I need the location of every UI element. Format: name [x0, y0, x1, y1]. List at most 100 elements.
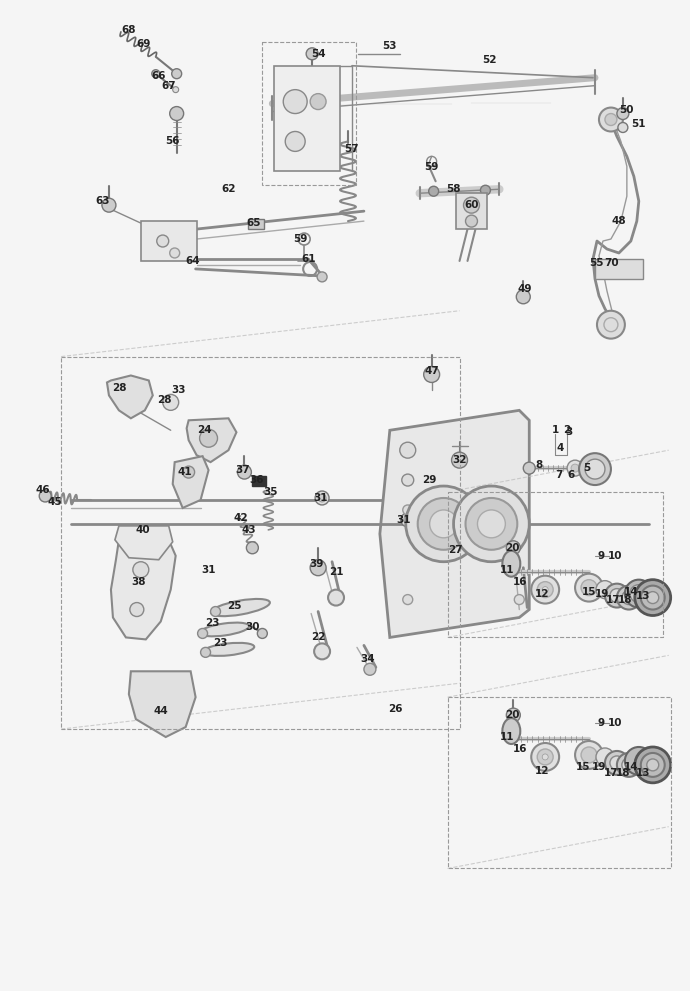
Text: 69: 69 [137, 39, 151, 49]
Circle shape [571, 464, 579, 472]
Circle shape [451, 452, 468, 468]
Circle shape [424, 367, 440, 383]
Text: 4: 4 [556, 443, 564, 453]
Text: 65: 65 [246, 218, 261, 228]
Text: 18: 18 [615, 768, 630, 778]
Circle shape [285, 132, 305, 152]
Circle shape [163, 394, 179, 410]
Circle shape [625, 747, 653, 775]
Text: 23: 23 [206, 618, 220, 628]
Circle shape [199, 429, 217, 447]
Text: 58: 58 [446, 184, 461, 194]
Text: 38: 38 [132, 577, 146, 587]
Text: 62: 62 [221, 184, 236, 194]
Text: 11: 11 [500, 732, 515, 742]
Circle shape [630, 585, 648, 603]
Circle shape [641, 586, 664, 609]
Text: 37: 37 [235, 465, 250, 475]
Circle shape [404, 516, 412, 524]
Circle shape [39, 490, 51, 502]
Circle shape [237, 465, 251, 479]
Circle shape [579, 453, 611, 485]
Circle shape [516, 289, 530, 304]
Circle shape [428, 186, 439, 196]
Text: 22: 22 [311, 632, 326, 642]
Circle shape [596, 748, 614, 766]
Text: 13: 13 [635, 591, 650, 601]
Circle shape [581, 580, 597, 596]
Text: 17: 17 [606, 595, 620, 605]
Text: 59: 59 [293, 234, 307, 244]
Ellipse shape [502, 718, 520, 744]
Text: 31: 31 [313, 493, 327, 503]
Text: 7: 7 [555, 470, 563, 480]
Text: 9: 9 [598, 551, 604, 561]
Polygon shape [380, 410, 529, 637]
Text: 42: 42 [233, 513, 248, 523]
Text: 47: 47 [424, 366, 439, 376]
Text: 10: 10 [608, 718, 622, 728]
Text: 21: 21 [329, 567, 344, 577]
Text: 13: 13 [635, 768, 650, 778]
Circle shape [430, 510, 457, 538]
Circle shape [641, 753, 664, 777]
Text: 27: 27 [448, 545, 463, 555]
Circle shape [531, 743, 559, 771]
Polygon shape [129, 671, 195, 737]
Circle shape [599, 108, 623, 132]
Text: 55: 55 [589, 258, 603, 268]
Circle shape [102, 198, 116, 212]
Circle shape [183, 466, 195, 478]
Circle shape [400, 442, 415, 458]
Circle shape [172, 86, 179, 92]
Text: 30: 30 [245, 622, 259, 632]
Text: 40: 40 [135, 525, 150, 535]
Circle shape [306, 48, 318, 59]
Circle shape [246, 542, 258, 554]
Circle shape [464, 197, 480, 213]
Polygon shape [455, 193, 487, 229]
Circle shape [647, 592, 659, 604]
Circle shape [314, 564, 322, 572]
Polygon shape [111, 540, 176, 639]
Circle shape [597, 311, 625, 339]
Text: 35: 35 [263, 487, 277, 497]
Text: 10: 10 [608, 551, 622, 561]
Text: 61: 61 [301, 254, 315, 264]
Text: 57: 57 [345, 145, 359, 155]
Circle shape [417, 498, 469, 550]
Circle shape [133, 562, 149, 578]
Circle shape [466, 215, 477, 227]
Text: 16: 16 [513, 577, 528, 587]
Text: 1: 1 [551, 425, 559, 435]
Circle shape [622, 591, 635, 605]
Text: 24: 24 [197, 425, 212, 435]
Text: 60: 60 [464, 200, 479, 210]
Polygon shape [275, 65, 340, 171]
Circle shape [201, 647, 210, 657]
Ellipse shape [211, 599, 270, 616]
Text: 29: 29 [422, 475, 437, 485]
Text: 19: 19 [595, 589, 609, 599]
Circle shape [581, 747, 597, 763]
Circle shape [257, 628, 267, 638]
Text: 6: 6 [567, 470, 575, 480]
Circle shape [605, 114, 617, 126]
Circle shape [310, 93, 326, 110]
Text: 16: 16 [513, 744, 528, 754]
Circle shape [310, 560, 326, 576]
Polygon shape [172, 456, 208, 508]
Circle shape [605, 751, 629, 775]
Circle shape [314, 643, 330, 659]
Bar [448, 698, 671, 868]
Text: 14: 14 [624, 762, 638, 772]
Text: 51: 51 [631, 119, 646, 129]
Circle shape [210, 606, 221, 616]
Text: 28: 28 [112, 384, 126, 393]
Circle shape [402, 474, 414, 486]
Text: 44: 44 [153, 707, 168, 716]
Circle shape [197, 628, 208, 638]
Circle shape [635, 580, 671, 615]
Text: 25: 25 [227, 601, 242, 610]
Circle shape [480, 185, 491, 195]
